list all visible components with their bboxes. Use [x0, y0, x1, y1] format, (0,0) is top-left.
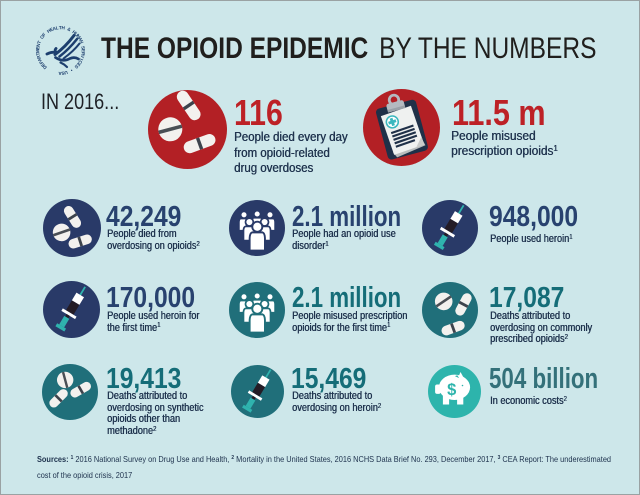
svg-text:A: A: [58, 71, 62, 76]
svg-text:&: &: [67, 26, 73, 32]
svg-text:T: T: [35, 52, 40, 56]
svg-text:I: I: [79, 58, 84, 61]
svg-text:E: E: [76, 62, 82, 68]
svg-text:P: P: [38, 60, 44, 65]
svg-text:H: H: [46, 28, 52, 34]
svg-text:E: E: [35, 46, 40, 50]
svg-text:A: A: [52, 26, 57, 32]
svg-text:U: U: [74, 31, 80, 37]
svg-text:S: S: [61, 70, 65, 75]
svg-text:E: E: [49, 27, 54, 33]
svg-text:S: S: [80, 46, 85, 50]
svg-text:A: A: [77, 36, 83, 42]
svg-text:V: V: [79, 54, 85, 59]
svg-text:S: S: [74, 64, 80, 70]
svg-text:T: T: [36, 40, 42, 45]
svg-text:D: D: [42, 64, 48, 70]
svg-text:N: N: [36, 42, 42, 47]
svg-text:H: H: [71, 29, 77, 35]
svg-text:M: M: [35, 49, 40, 53]
svg-text:M: M: [75, 34, 81, 40]
svg-text:R: R: [80, 52, 85, 57]
svg-text:H: H: [61, 25, 66, 30]
svg-text:C: C: [77, 59, 83, 65]
svg-text:E: E: [81, 49, 86, 52]
svg-text:F: F: [41, 32, 47, 38]
svg-text:A: A: [36, 57, 42, 63]
svg-text:U: U: [63, 70, 68, 76]
svg-text:T: T: [59, 25, 62, 30]
svg-text:•: •: [69, 68, 73, 73]
svg-text:R: R: [36, 54, 42, 59]
svg-text:N: N: [79, 39, 85, 45]
svg-text:E: E: [40, 62, 46, 68]
svg-text:O: O: [39, 34, 45, 40]
svg-text:L: L: [55, 25, 59, 30]
